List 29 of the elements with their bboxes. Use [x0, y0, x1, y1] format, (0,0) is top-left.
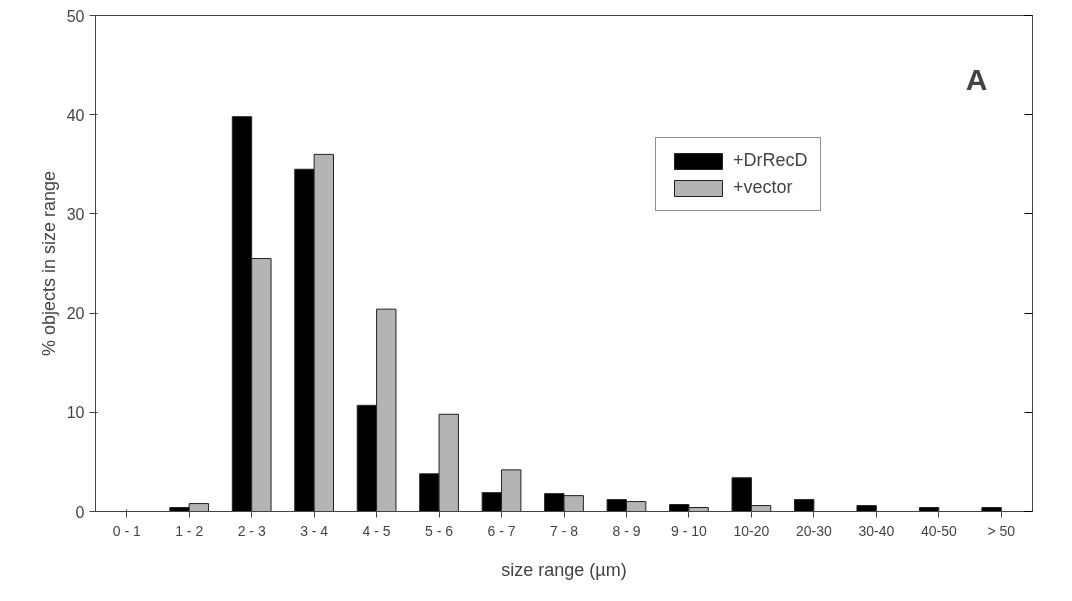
y-tick-label: 0: [75, 503, 85, 521]
x-tick-label: > 50: [987, 522, 1016, 539]
y-tick-label: 30: [66, 205, 85, 223]
x-tick-label: 9 - 10: [671, 522, 708, 539]
x-tick-label: 10-20: [733, 522, 770, 539]
x-tick-label: 1 - 2: [175, 522, 204, 539]
x-tick-label: 3 - 4: [300, 522, 329, 539]
x-tick-label: 30-40: [858, 522, 895, 539]
legend-label: +DrRecD: [733, 150, 808, 171]
x-axis-title: size range (µm): [501, 559, 627, 580]
bar: [981, 507, 1002, 512]
bar: [856, 505, 877, 512]
y-tick-label: 40: [66, 106, 85, 124]
x-tick-label: 20-30: [795, 522, 832, 539]
legend-label: +vector: [733, 177, 793, 198]
y-tick-label: 50: [66, 7, 85, 25]
bar: [794, 499, 815, 512]
y-tick-label: 20: [66, 305, 85, 323]
x-tick-label: 6 - 7: [487, 522, 516, 539]
annotation: A: [965, 62, 988, 96]
x-tick-label: 4 - 5: [362, 522, 391, 539]
x-tick-label: 0 - 1: [112, 522, 141, 539]
x-tick-label: 7 - 8: [549, 522, 579, 539]
y-tick-label: 10: [66, 404, 85, 422]
x-tick-label: 2 - 3: [237, 522, 266, 539]
x-tick-label: 40-50: [920, 522, 957, 539]
y-axis-title: % objects in size range: [38, 170, 59, 357]
x-tick-label: 8 - 9: [612, 522, 641, 539]
x-tick-label: 5 - 6: [425, 522, 454, 539]
